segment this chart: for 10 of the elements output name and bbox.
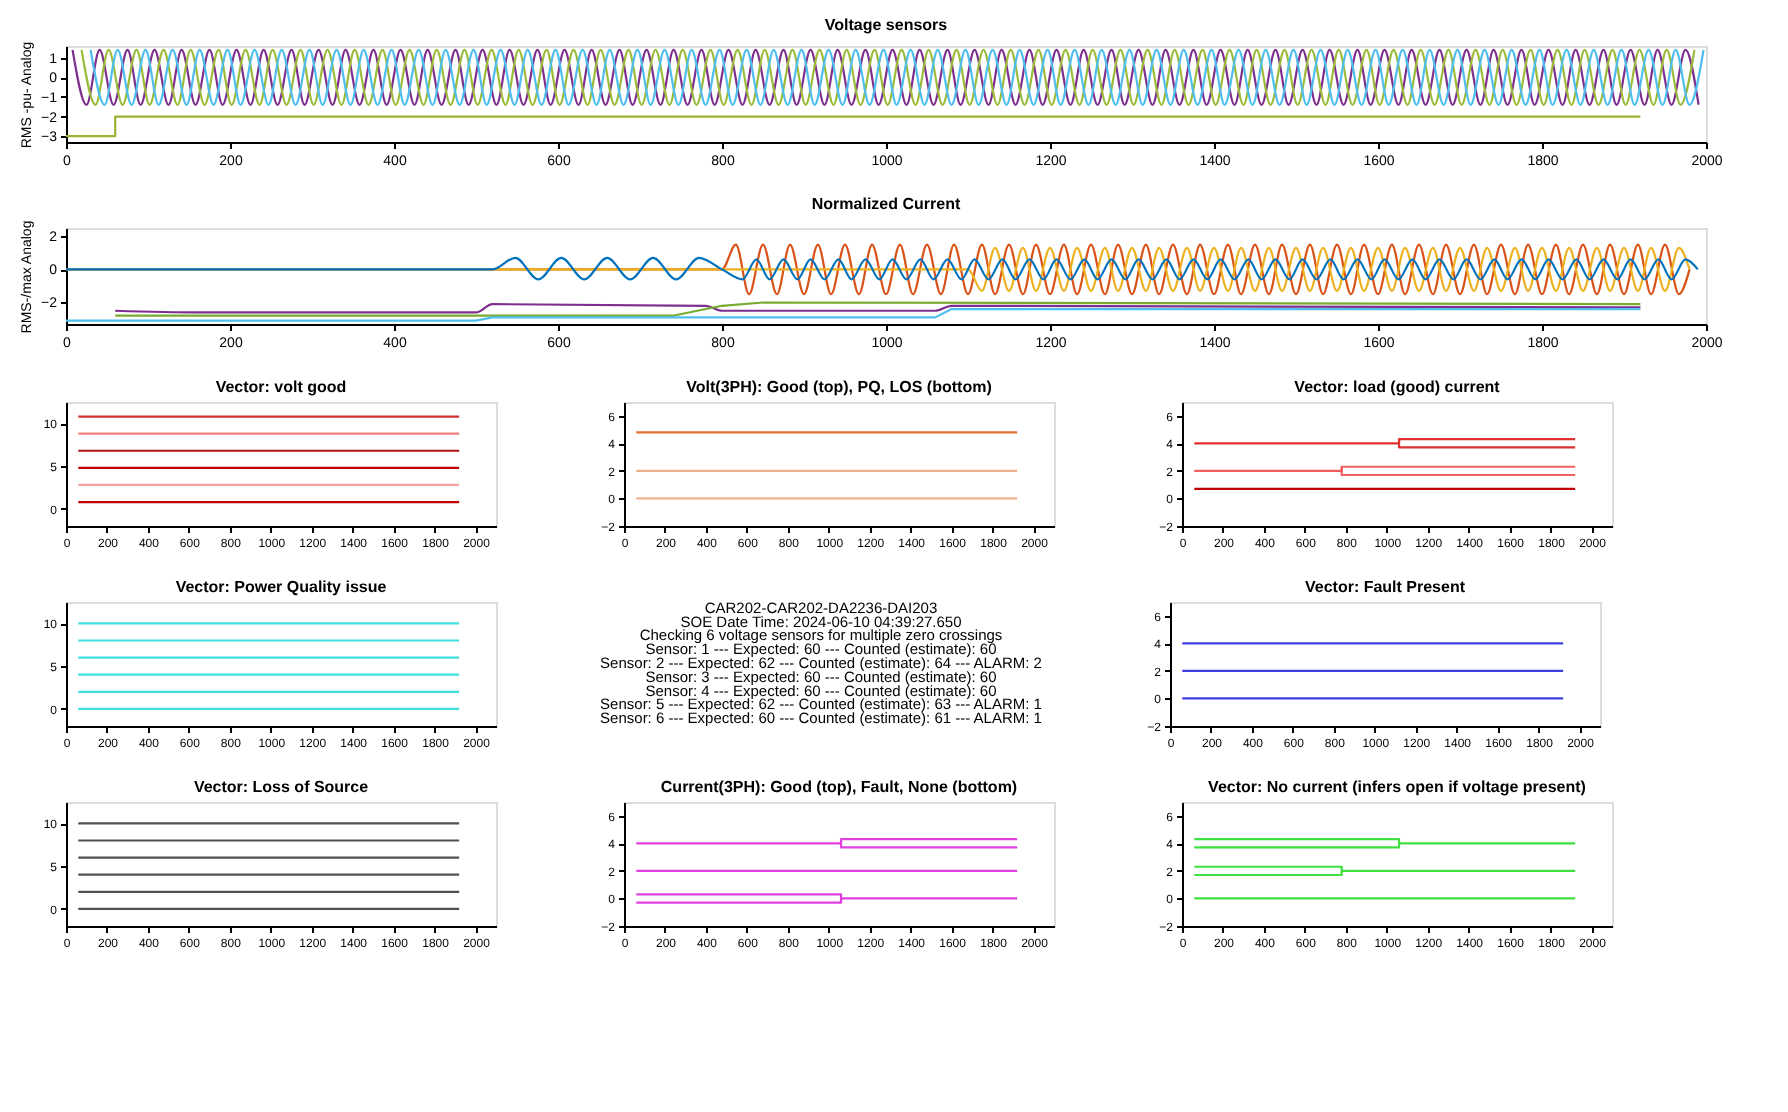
chart-title: Vector: Power Quality issue bbox=[175, 578, 388, 596]
chart-title: Vector: No current (infers open if voltage present) bbox=[1208, 778, 1587, 796]
chart-title: Current(3PH): Good (top), Fault, None (bottom) bbox=[660, 778, 1018, 796]
chart-title: Normalized Current bbox=[811, 195, 961, 214]
chart-title: Volt(3PH): Good (top), PQ, LOS (bottom) bbox=[686, 378, 993, 396]
chart-title: Vector: load (good) current bbox=[1294, 378, 1501, 396]
chart-title: Vector: Loss of Source bbox=[193, 778, 370, 796]
chart-title: Voltage sensors bbox=[824, 16, 949, 35]
chart-title: Vector: Fault Present bbox=[1304, 578, 1466, 596]
chart-title: Vector: volt good bbox=[215, 378, 347, 396]
